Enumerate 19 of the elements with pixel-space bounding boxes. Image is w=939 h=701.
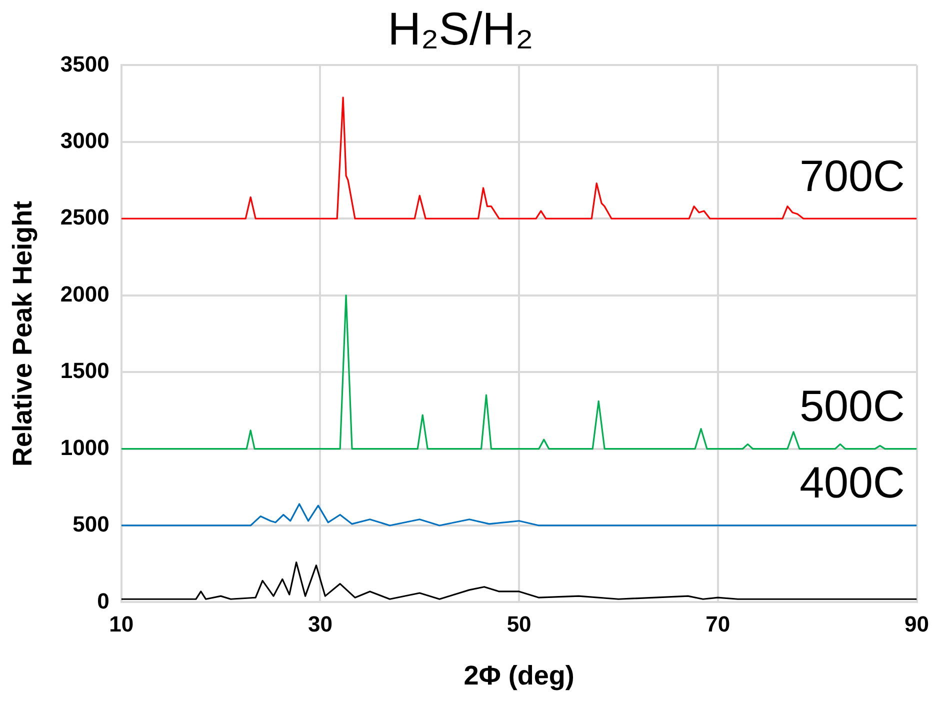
y-tick-label: 3500 — [60, 51, 110, 76]
chart-title: H₂S/H₂ — [388, 2, 534, 54]
x-tick-label: 70 — [706, 611, 730, 636]
x-tick-label: 10 — [109, 611, 134, 636]
y-tick-label: 0 — [97, 588, 110, 614]
x-tick-label: 90 — [904, 611, 930, 636]
x-tick-label: 50 — [506, 611, 532, 636]
y-tick-label: 2000 — [60, 281, 110, 306]
y-tick-label: 3000 — [60, 128, 110, 153]
x-tick-label: 30 — [308, 611, 332, 636]
y-tick-label: 1000 — [60, 434, 110, 460]
x-axis-title: 2Φ (deg) — [464, 660, 574, 690]
y-axis-title: Relative Peak Height — [8, 200, 38, 467]
series-label: 500C — [800, 382, 905, 431]
y-tick-label: 1500 — [60, 358, 110, 384]
y-tick-label: 2500 — [60, 204, 110, 230]
y-tick-label: 500 — [72, 512, 110, 537]
series-label: 400C — [800, 458, 905, 508]
series-label: 700C — [800, 152, 905, 201]
